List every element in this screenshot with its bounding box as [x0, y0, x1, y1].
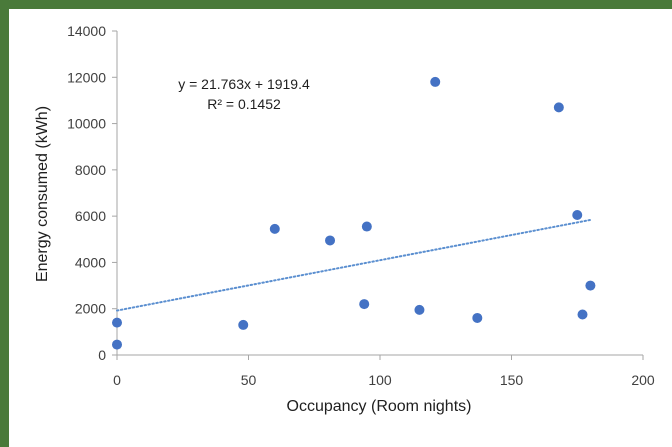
- data-point: [414, 304, 425, 315]
- data-point: [238, 319, 249, 330]
- y-tick-label: 8000: [75, 162, 106, 178]
- scatter-chart: 0 2000 4000 6000 8000 10000 12000 14000 0 50 100 15…: [34, 23, 655, 415]
- x-tick-label: 200: [631, 372, 655, 388]
- x-tick-label: 50: [241, 372, 257, 388]
- x-tick-label: 100: [368, 372, 392, 388]
- data-point: [577, 309, 588, 320]
- data-point: [112, 317, 122, 328]
- x-tick-label: 0: [113, 372, 121, 388]
- y-tick-label: 0: [98, 347, 106, 363]
- y-tick-label: 6000: [75, 208, 106, 224]
- chart-frame: 0 2000 4000 6000 8000 10000 12000 14000 0 50 100 15…: [9, 9, 672, 447]
- data-point: [359, 299, 370, 310]
- y-axis-title: Energy consumed (kWh): [34, 106, 51, 282]
- y-tick-label: 14000: [67, 23, 106, 39]
- trendline: [116, 218, 592, 312]
- y-tick-label: 12000: [67, 69, 106, 85]
- data-point: [472, 312, 483, 323]
- trendline-equation: y = 21.763x + 1919.4: [178, 76, 310, 92]
- data-point: [361, 221, 372, 232]
- axes: [112, 30, 644, 360]
- x-tick-label: 150: [500, 372, 524, 388]
- data-point: [430, 76, 441, 87]
- data-point: [112, 339, 122, 350]
- data-point: [553, 102, 564, 113]
- tick-labels: 0 2000 4000 6000 8000 10000 12000 14000 0 50 100 15…: [67, 23, 655, 388]
- r-squared-label: R² = 0.1452: [207, 96, 281, 112]
- x-axis-title: Occupancy (Room nights): [287, 398, 472, 415]
- data-point: [269, 223, 280, 234]
- data-point: [572, 209, 583, 220]
- y-tick-label: 4000: [75, 254, 106, 270]
- y-tick-label: 10000: [67, 116, 106, 132]
- data-point: [585, 280, 596, 291]
- data-point: [325, 235, 336, 246]
- y-tick-label: 2000: [75, 301, 106, 317]
- trendline-group: [116, 218, 592, 312]
- data-points: [112, 76, 596, 350]
